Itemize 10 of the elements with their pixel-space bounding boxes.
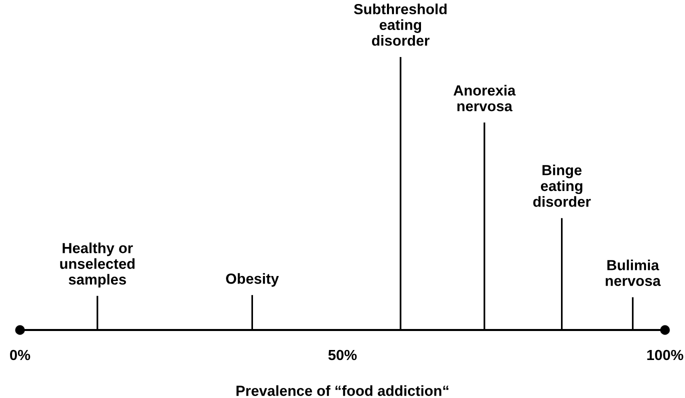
x-tick-label: 0% xyxy=(10,350,30,360)
annotation: Bulimia nervosa xyxy=(606,260,661,286)
annotation: Binge eating disorder xyxy=(533,164,591,207)
annotation: Obesity xyxy=(226,273,279,287)
x-axis-title: Prevalence of “food addiction“ xyxy=(236,385,448,396)
x-tick-label: 50% xyxy=(328,350,357,360)
text: Subthreshold eating disorder xyxy=(354,4,447,46)
x-tick-label: 100% xyxy=(647,350,684,360)
annotation: Anorexia nervosa xyxy=(454,84,516,112)
annotation: Healthy or unselected samples xyxy=(60,242,135,288)
